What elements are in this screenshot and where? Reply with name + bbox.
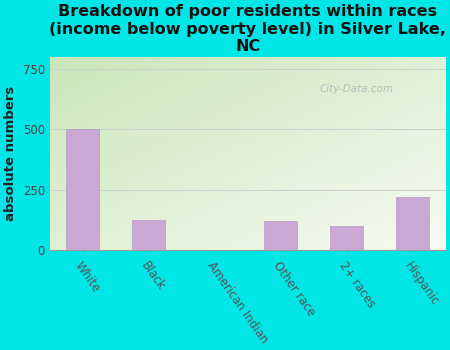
Y-axis label: absolute numbers: absolute numbers [4, 86, 17, 221]
Text: City-Data.com: City-Data.com [319, 84, 393, 94]
Bar [330, 226, 363, 250]
Bar [132, 220, 165, 250]
Bar [66, 129, 99, 250]
Title: Breakdown of poor residents within races
(income below poverty level) in Silver : Breakdown of poor residents within races… [50, 4, 446, 54]
Bar [396, 197, 429, 250]
Bar [264, 221, 297, 250]
